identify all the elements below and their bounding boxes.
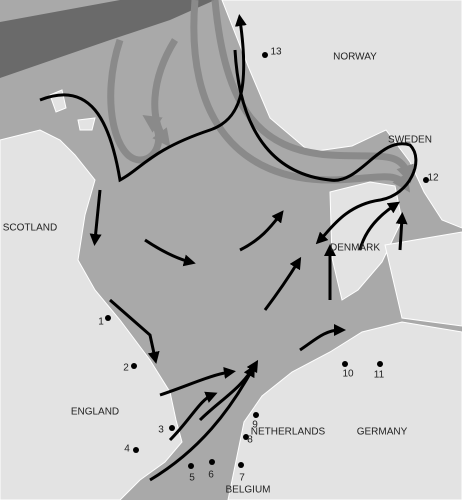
atlantic-band [0, 0, 215, 78]
region-label: NORWAY [333, 52, 377, 63]
station-dot [238, 462, 244, 468]
station-label: 1 [98, 317, 104, 328]
station-dot [105, 315, 111, 321]
region-label: SCOTLAND [3, 223, 57, 234]
station-dot [377, 361, 383, 367]
station-dot [131, 363, 137, 369]
station-dot [209, 459, 215, 465]
currents [39, 0, 418, 482]
region-label: BELGIUM [225, 485, 270, 496]
station-label: 3 [158, 425, 164, 436]
region-label: DENMARK [330, 243, 380, 254]
station-dot [262, 52, 268, 58]
station-label: 7 [239, 473, 245, 484]
station-label: 12 [427, 173, 439, 184]
station-label: 2 [123, 363, 129, 374]
station-label: 9 [252, 420, 258, 431]
region-label: ENGLAND [71, 407, 119, 418]
station-dot [342, 361, 348, 367]
station-label: 6 [208, 470, 214, 481]
station-dot [133, 447, 139, 453]
station-dot [253, 412, 259, 418]
station-label: 10 [342, 369, 354, 380]
region-label: SWEDEN [388, 135, 432, 146]
region-label: GERMANY [357, 427, 408, 438]
region-label: NETHERLANDS [251, 427, 326, 438]
station-dot [243, 434, 249, 440]
station-label: 11 [374, 370, 385, 381]
station-label: 8 [247, 435, 253, 446]
station-dot [169, 425, 175, 431]
station-dot [423, 177, 429, 183]
station-label: 13 [270, 47, 282, 58]
station-dot [188, 463, 194, 469]
station-label: 4 [124, 444, 130, 455]
station-label: 5 [189, 473, 195, 484]
